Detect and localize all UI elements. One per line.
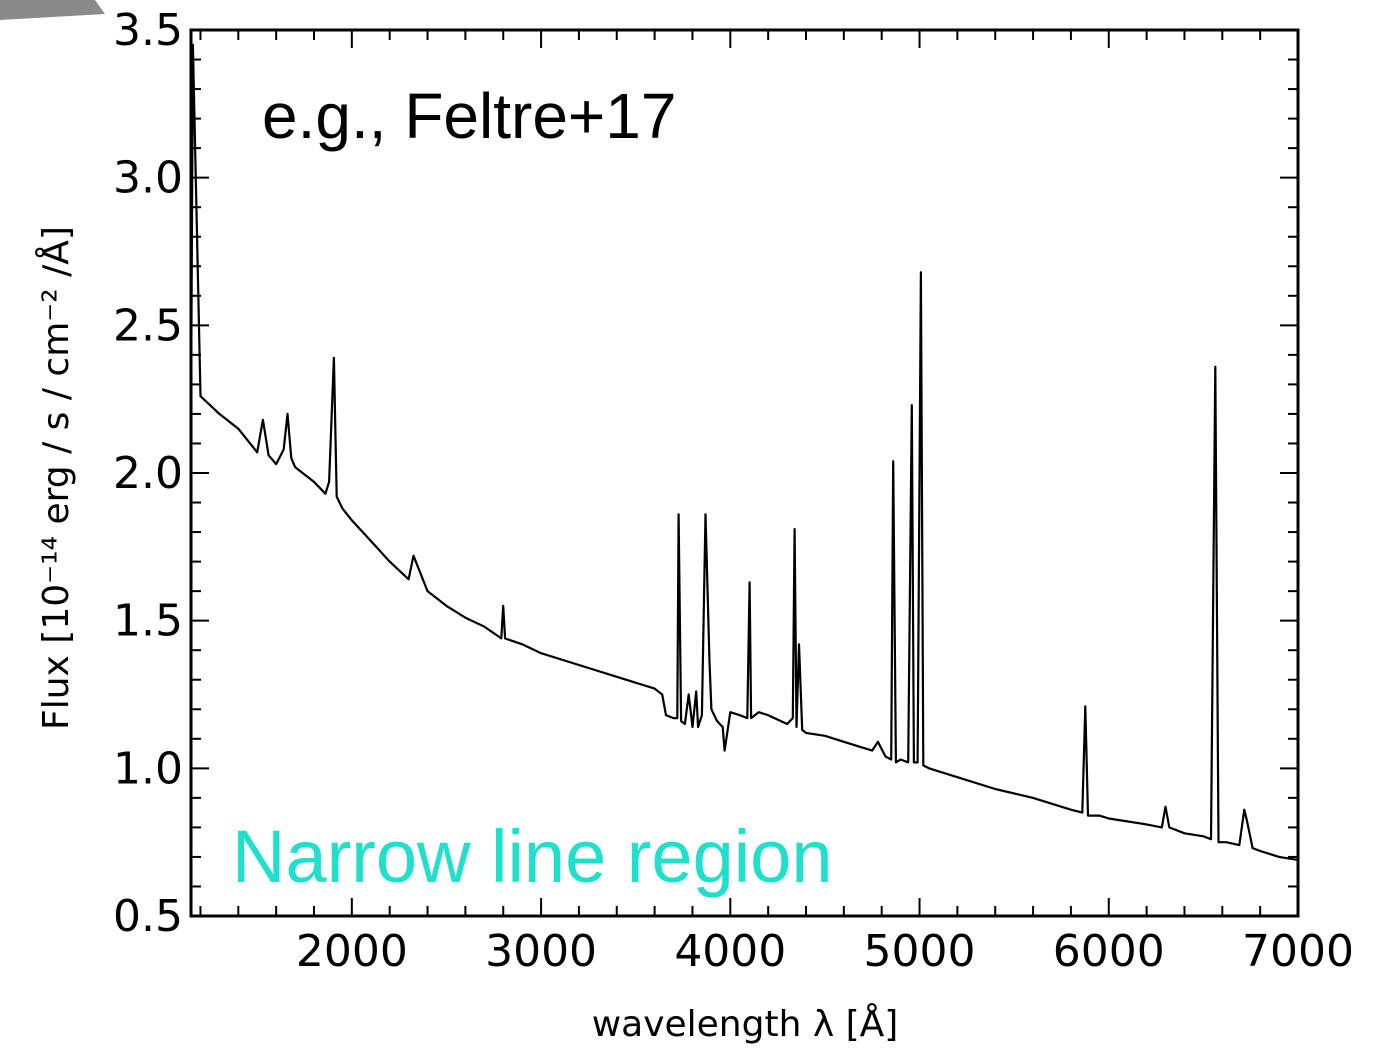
x-tick-labels: 2000 3000 4000 5000 6000 7000 [296, 926, 1354, 977]
region-annotation: Narrow line region [232, 815, 833, 898]
y-tick-label: 3.0 [113, 153, 183, 204]
x-axis-label: wavelength λ [Å] [592, 1002, 899, 1045]
x-tick-label: 4000 [674, 926, 786, 977]
x-tick-label: 3000 [485, 926, 597, 977]
y-axis-label: Flux [10⁻¹⁴ erg / s / cm⁻² /Å] [34, 226, 77, 730]
y-tick-label: 2.5 [113, 300, 183, 351]
corner-decoration-shape [0, 0, 105, 20]
x-tick-label: 7000 [1242, 926, 1354, 977]
y-tick-labels: 0.5 1.0 1.5 2.0 2.5 3.0 3.5 [113, 5, 183, 942]
spectrum-series-line [189, 43, 1299, 861]
y-tick-label: 3.5 [113, 5, 183, 56]
x-tick-label: 5000 [864, 926, 976, 977]
y-tick-label: 1.5 [113, 596, 183, 647]
reference-annotation: e.g., Feltre+17 [262, 80, 676, 152]
y-tick-label: 2.0 [113, 448, 183, 499]
y-tick-label: 0.5 [113, 891, 183, 942]
y-tick-label: 1.0 [113, 743, 183, 794]
plot-frame [189, 28, 1300, 918]
x-tick-label: 6000 [1053, 926, 1165, 977]
x-tick-label: 2000 [296, 926, 408, 977]
axis-ticks [191, 29, 1299, 917]
